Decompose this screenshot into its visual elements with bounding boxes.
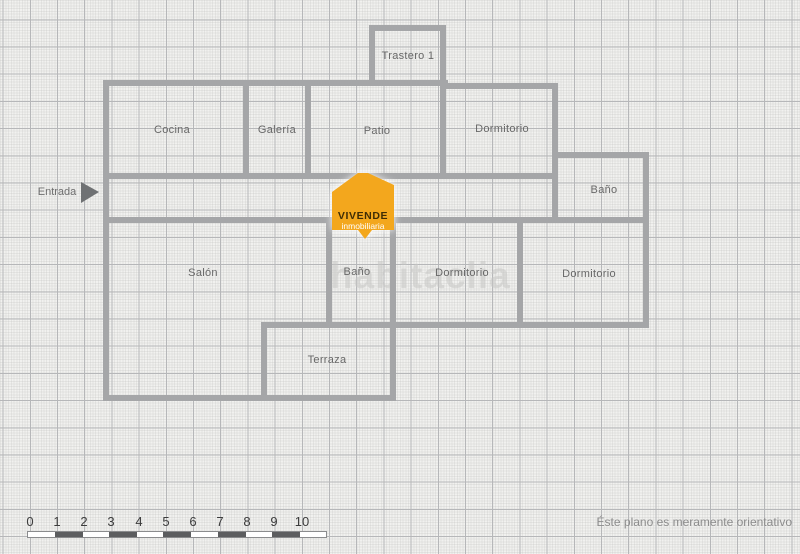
ruler-segment xyxy=(272,532,300,537)
room-label-bano-mid: Baño xyxy=(343,266,371,278)
ruler-segment xyxy=(218,532,246,537)
ruler-number: 7 xyxy=(216,514,224,529)
room-label-trastero: Trastero 1 xyxy=(381,50,435,62)
wall xyxy=(103,80,448,86)
entrada-arrow-icon xyxy=(81,182,99,203)
ruler-number: 8 xyxy=(243,514,251,529)
room-label-galeria: Galería xyxy=(257,124,297,136)
ruler-segment xyxy=(163,532,191,537)
ruler-number: 3 xyxy=(107,514,115,529)
ruler-number: 0 xyxy=(26,514,34,529)
logo-house-icon xyxy=(332,173,394,239)
ruler-number: 10 xyxy=(294,514,310,529)
room-label-dormitorio-right: Dormitorio xyxy=(562,268,616,280)
room-label-dormitorio-mid: Dormitorio xyxy=(435,267,489,279)
wall xyxy=(305,84,311,179)
wall xyxy=(390,217,396,401)
watermark-text: habitaclia xyxy=(330,255,511,296)
ruler-number: 4 xyxy=(135,514,143,529)
ruler-segment xyxy=(55,532,83,537)
wall xyxy=(261,322,649,328)
wall xyxy=(326,217,332,328)
logo-name: VIVENDE xyxy=(338,210,388,222)
wall xyxy=(103,80,109,401)
room-label-bano-top: Baño xyxy=(590,184,618,196)
wall xyxy=(517,217,523,328)
entrada-label: Entrada xyxy=(37,186,77,198)
room-label-dormitorio-top: Dormitorio xyxy=(475,123,529,135)
wall xyxy=(261,322,267,401)
wall xyxy=(440,25,446,179)
wall xyxy=(369,25,375,86)
room-label-patio: Patio xyxy=(363,125,391,137)
room-label-terraza: Terraza xyxy=(307,354,347,366)
ruler-number: 1 xyxy=(53,514,61,529)
ruler-segment xyxy=(109,532,137,537)
ruler-number: 5 xyxy=(162,514,170,529)
ruler-number: 9 xyxy=(270,514,278,529)
agency-logo: VIVENDE inmobiliaria xyxy=(332,173,394,239)
disclaimer-text: Éste plano es meramente orientativo xyxy=(596,515,792,529)
room-label-salon: Salón xyxy=(188,267,218,279)
wall xyxy=(103,395,396,401)
logo-tagline: inmobiliaria xyxy=(342,221,385,231)
wall xyxy=(643,152,649,328)
wall xyxy=(103,173,558,179)
wall xyxy=(243,84,249,179)
wall xyxy=(552,152,649,158)
wall xyxy=(369,25,445,31)
ruler-number: 6 xyxy=(189,514,197,529)
wall xyxy=(445,83,558,89)
room-label-cocina: Cocina xyxy=(153,124,191,136)
ruler-bar xyxy=(27,531,327,538)
ruler-number: 2 xyxy=(80,514,88,529)
